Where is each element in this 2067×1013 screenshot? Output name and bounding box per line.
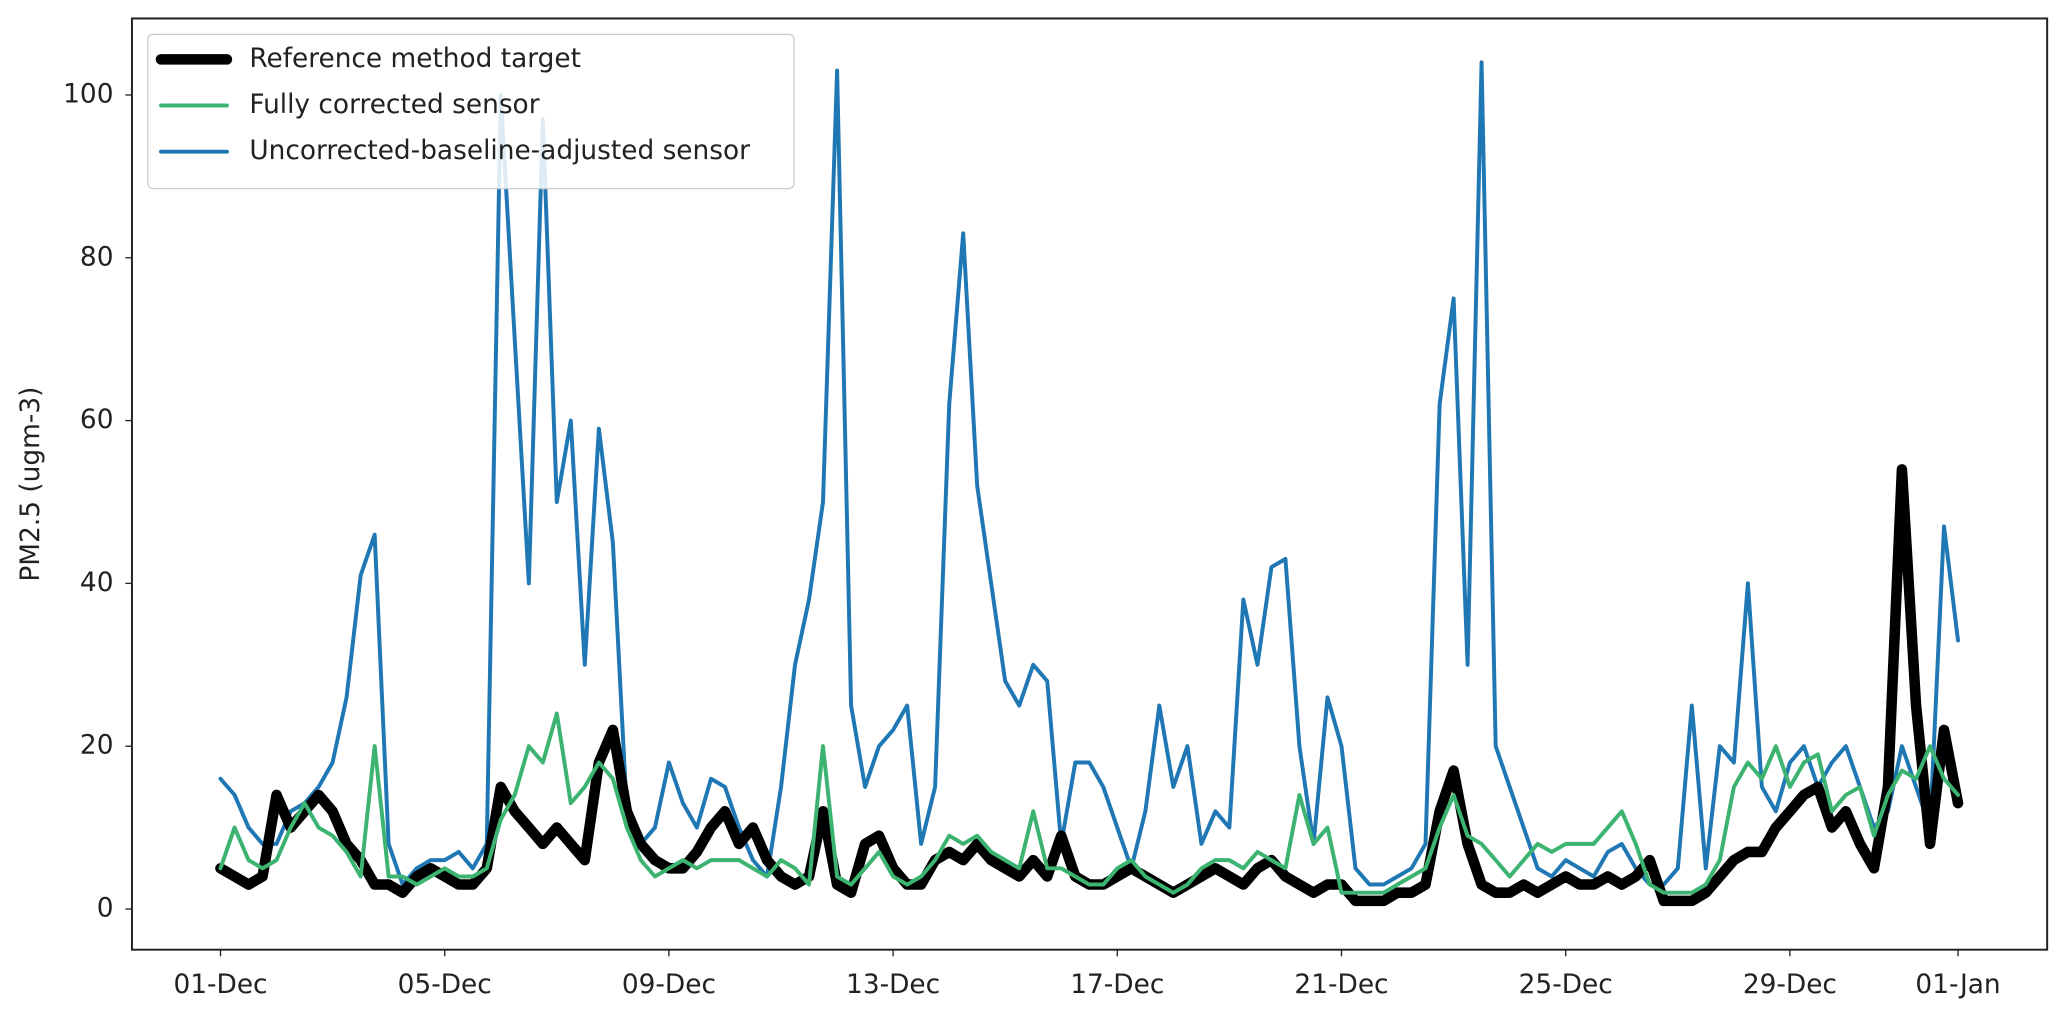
y-tick-label: 40 xyxy=(80,568,114,598)
y-tick-label: 20 xyxy=(80,731,114,761)
series-line xyxy=(218,60,1960,887)
plot-frame xyxy=(130,17,2049,951)
y-tick-label: 80 xyxy=(80,242,114,272)
x-tick-label: 13-Dec xyxy=(846,970,940,1000)
x-tick-label: 29-Dec xyxy=(1743,970,1837,1000)
y-tick-label: 100 xyxy=(63,79,113,109)
legend-label: Reference method target xyxy=(249,44,581,74)
y-tick-label: 0 xyxy=(97,893,114,923)
x-tick-label: 05-Dec xyxy=(398,970,492,1000)
legend-label: Fully corrected sensor xyxy=(249,90,539,120)
x-tick-label: 17-Dec xyxy=(1070,970,1164,1000)
y-tick-label: 60 xyxy=(80,405,114,435)
series-line xyxy=(215,464,1964,907)
y-axis-label: PM2.5 (ugm-3) xyxy=(16,387,46,582)
legend-label: Uncorrected-baseline-adjusted sensor xyxy=(249,136,750,166)
x-tick-label: 01-Dec xyxy=(173,970,267,1000)
x-tick-label: 01-Jan xyxy=(1915,970,2000,1000)
series-line xyxy=(218,711,1960,895)
legend-box xyxy=(147,33,795,190)
x-tick-label: 09-Dec xyxy=(622,970,716,1000)
x-tick-label: 21-Dec xyxy=(1294,970,1388,1000)
x-tick-label: 25-Dec xyxy=(1519,970,1613,1000)
